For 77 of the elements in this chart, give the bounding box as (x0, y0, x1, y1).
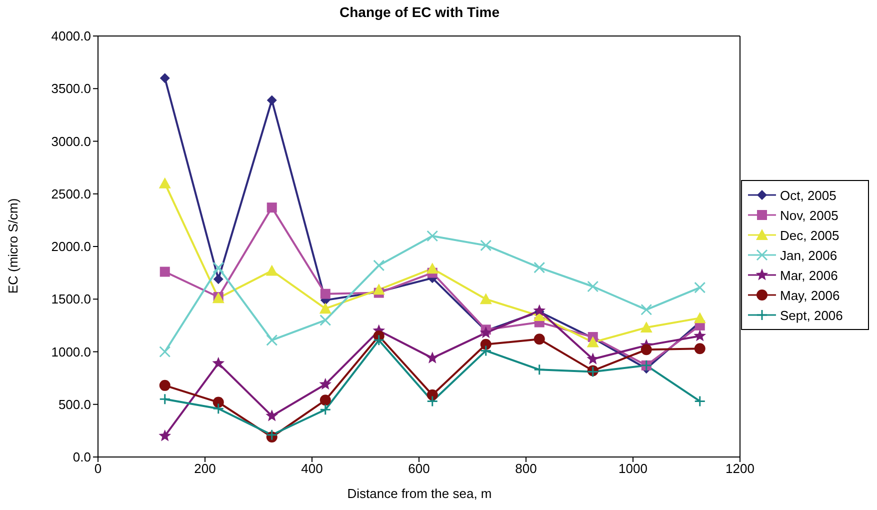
point (158, 429, 172, 442)
x-tick-label: 0 (94, 461, 102, 476)
legend-label: Oct, 2005 (780, 188, 836, 202)
y-tick-label: 4000.0 (51, 28, 91, 44)
x-tick-label: 200 (194, 461, 216, 476)
point (480, 326, 492, 338)
point (158, 177, 171, 188)
point (640, 304, 652, 316)
point (266, 409, 278, 422)
point (159, 380, 170, 391)
chart-title: Change of EC with Time (338, 4, 500, 20)
x-tick-label: 1000 (618, 461, 648, 476)
point (213, 274, 224, 284)
point (212, 262, 224, 274)
x-tick-label: 400 (301, 461, 323, 476)
point (694, 312, 706, 324)
point (480, 240, 492, 252)
point (319, 378, 332, 390)
point (159, 346, 171, 358)
point (320, 404, 332, 416)
point (212, 356, 225, 369)
legend-label: Dec, 2005 (780, 228, 840, 242)
point (426, 389, 438, 400)
y-tick-label: 2000.0 (51, 239, 91, 254)
legend-label: Mar, 2006 (780, 268, 838, 282)
y-tick-label: 500.0 (58, 396, 91, 412)
x-tick-label: 800 (515, 461, 537, 476)
point (533, 304, 546, 316)
legend-label: Jan, 2006 (780, 248, 838, 262)
point (426, 352, 439, 364)
point (266, 429, 278, 441)
point (586, 336, 599, 348)
y-tick-label: 1500.0 (51, 292, 91, 307)
y-axis-title: EC (micro S/cm) (6, 198, 20, 294)
point (160, 266, 170, 277)
point (587, 280, 599, 292)
y-tick-label: 3000.0 (51, 134, 91, 149)
point (266, 334, 278, 346)
point (426, 395, 438, 407)
y-tick-label: 1000.0 (51, 344, 91, 360)
point (640, 344, 652, 356)
point (266, 202, 277, 213)
legend-label: Sept, 2006 (780, 308, 843, 322)
point (373, 260, 385, 272)
point (534, 334, 545, 345)
x-tick-label: 1200 (726, 461, 754, 476)
point (266, 95, 277, 106)
point (319, 302, 332, 314)
point (426, 230, 438, 242)
point (212, 396, 224, 408)
point (534, 262, 546, 274)
point (480, 344, 492, 356)
point (480, 293, 492, 304)
point (320, 394, 331, 406)
point (212, 402, 224, 414)
point (694, 282, 706, 294)
point (694, 343, 706, 354)
x-axis-title: Distance from the sea, m (346, 486, 493, 501)
point (694, 395, 706, 407)
y-tick-label: 0.0 (72, 450, 91, 465)
legend-label: May, 2006 (780, 288, 840, 302)
point (426, 262, 438, 274)
point (373, 334, 385, 346)
point (266, 264, 278, 276)
point (534, 364, 546, 376)
y-tick-label: 2500.0 (51, 186, 91, 202)
point (320, 288, 330, 299)
point (694, 329, 706, 342)
legend-label: Nov, 2005 (780, 208, 838, 222)
point (480, 338, 492, 350)
point (640, 322, 652, 333)
point (159, 393, 171, 405)
point (160, 73, 170, 84)
point (320, 314, 332, 326)
point (372, 284, 385, 295)
y-tick-label: 3500.0 (51, 81, 91, 96)
x-tick-label: 600 (408, 461, 430, 476)
